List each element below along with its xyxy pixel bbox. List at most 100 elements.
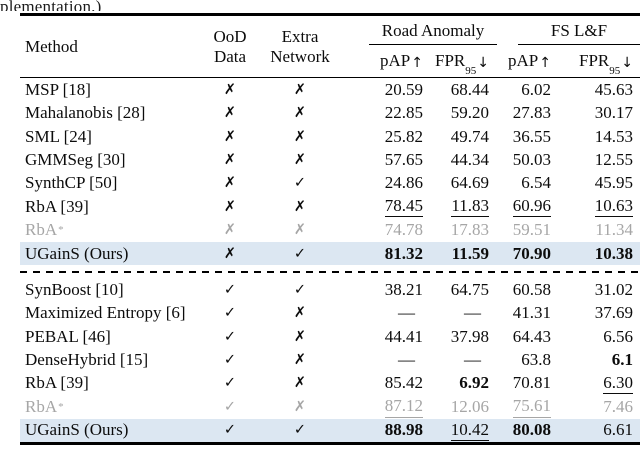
road-anomaly-fpr95-value: 17.83 — [450, 220, 489, 240]
cross-icon: ✗ — [223, 128, 237, 145]
road-anomaly-pap-value: 87.12 — [345, 395, 423, 418]
table-row: Mahalanobis [28] ✗ ✗ 22.85 59.20 27.83 3… — [20, 101, 640, 124]
cross-icon: ✗ — [223, 222, 237, 239]
cross-icon: ✗ — [223, 105, 237, 122]
cross-icon: ✗ — [293, 128, 307, 145]
road-anomaly-fpr95-value: 44.34 — [450, 149, 489, 169]
table-row: MSP [18] ✗ ✗ 20.59 68.44 6.02 45.63 — [20, 78, 640, 101]
table-row: SynthCP [50] ✗ ✓ 24.86 64.69 6.54 45.95 — [20, 172, 640, 195]
fs-lf-fpr95-value: 10.38 — [594, 243, 633, 263]
fs-lf-fpr95-value: 45.63 — [594, 79, 633, 99]
col-header-extra-network: Extra Network — [255, 18, 345, 76]
method-label: RbA — [25, 396, 58, 416]
road-anomaly-label: Road Anomaly — [381, 20, 485, 40]
road-anomaly-fpr95-value: 59.20 — [450, 103, 489, 123]
subheader-ra-pap: pAP ↑ — [345, 45, 423, 76]
subheader-ra-fpr95: FPR 95 ↓ — [435, 50, 489, 77]
extra-line2: Network — [270, 46, 330, 66]
check-icon: ✓ — [293, 281, 307, 298]
cross-icon: ✗ — [293, 105, 307, 122]
extra-line1: Extra — [281, 27, 319, 46]
method-cell: RbA [39] — [20, 195, 205, 218]
ood-line2: Data — [213, 46, 247, 66]
road-anomaly-pap-value: 88.98 — [384, 420, 423, 440]
fs-lf-pap-value: 6.54 — [521, 173, 551, 193]
fs-lf-fpr95-value: 30.17 — [594, 103, 633, 123]
section-divider — [20, 265, 640, 278]
up-arrow-icon: ↑ — [539, 54, 551, 71]
check-icon: ✓ — [223, 352, 237, 369]
road-anomaly-fpr95-value: — — [464, 303, 481, 323]
table-row: SynBoost [10] ✓ ✓ 38.21 64.75 60.58 31.0… — [20, 278, 640, 301]
method-label: DenseHybrid [15] — [25, 350, 149, 370]
fs-lf-pap-value: 63.8 — [521, 350, 551, 370]
fs-lf-pap-value: 41.31 — [512, 303, 551, 323]
table-body: MSP [18] ✗ ✗ 20.59 68.44 6.02 45.63 Maha… — [20, 78, 640, 442]
cross-icon: ✗ — [223, 245, 237, 262]
method-label: MSP [18] — [25, 79, 91, 99]
road-anomaly-pap-value: 44.41 — [384, 326, 423, 346]
method-cell: PEBAL [46] — [20, 325, 205, 348]
method-cell: GMMSeg [30] — [20, 148, 205, 171]
method-label: RbA — [25, 220, 58, 240]
cross-icon: ✗ — [293, 151, 307, 168]
fs-lf-fpr95-value: 10.63 — [551, 195, 633, 218]
road-anomaly-fpr95-value: 11.83 — [423, 195, 489, 218]
fs-lf-pap-value: 80.08 — [512, 420, 551, 440]
method-label: UGainS (Ours) — [25, 243, 129, 263]
col-header-ood-data: OoD Data — [205, 18, 255, 76]
cross-icon: ✗ — [223, 175, 237, 192]
method-cell: Mahalanobis [28] — [20, 101, 205, 124]
fpr-label: FPR — [579, 50, 610, 70]
road-anomaly-pap-value: 74.78 — [384, 220, 423, 240]
method-cell: RbA * — [25, 396, 64, 416]
method-label: GMMSeg [30] — [25, 149, 126, 169]
table-row: SML [24] ✗ ✗ 25.82 49.74 36.55 14.53 — [20, 125, 640, 148]
subheader-fs-pap: pAP ↑ — [508, 45, 551, 76]
method-cell: RbA [39] — [20, 372, 205, 395]
fs-lf-pap-value: 64.43 — [512, 326, 551, 346]
fs-lf-fpr95-value: 37.69 — [594, 303, 633, 323]
method-label: RbA [39] — [25, 373, 89, 393]
fs-lf-fpr95-value: 31.02 — [594, 279, 633, 299]
method-cell: UGainS (Ours) — [20, 242, 205, 265]
cross-icon: ✗ — [293, 305, 307, 322]
check-icon: ✓ — [223, 375, 237, 392]
road-anomaly-fpr95-value: 49.74 — [450, 126, 489, 146]
fs-lf-fpr95-value: 45.95 — [594, 173, 633, 193]
method-label: RbA [39] — [25, 196, 89, 216]
road-anomaly-fpr95-value: 68.44 — [450, 79, 489, 99]
method-cell: UGainS (Ours) — [20, 419, 205, 442]
road-anomaly-pap-value: 85.42 — [384, 373, 423, 393]
cross-icon: ✗ — [293, 222, 307, 239]
check-icon: ✓ — [293, 245, 307, 262]
road-anomaly-pap-value: 81.32 — [384, 243, 423, 263]
fs-lf-fpr95-value: 6.30 — [551, 372, 633, 395]
method-cell: RbA * — [25, 220, 64, 240]
method-cell: SML [24] — [20, 125, 205, 148]
road-anomaly-fpr95-value: — — [464, 350, 481, 370]
cross-icon: ✗ — [293, 81, 307, 98]
cross-icon: ✗ — [293, 352, 307, 369]
method-label: PEBAL [46] — [25, 326, 111, 346]
col-group-road-anomaly: Road Anomaly — [369, 18, 497, 45]
method-label: SynBoost [10] — [25, 279, 124, 299]
fs-lf-fpr95-value: 14.53 — [594, 126, 633, 146]
results-table: Method OoD Data Extra Network Road Anoma… — [20, 13, 640, 445]
table-row: UGainS (Ours) ✓ ✓ 88.98 10.42 80.08 6.61 — [20, 418, 640, 442]
pap-label: pAP — [508, 50, 539, 70]
road-anomaly-pap-value: 25.82 — [384, 126, 423, 146]
table-row: RbA [39] ✓ ✗ 85.42 6.92 70.81 6.30 — [20, 372, 640, 395]
fs-lf-fpr95-value: 6.56 — [603, 326, 633, 346]
fs-lf-pap-value: 27.83 — [512, 103, 551, 123]
road-anomaly-pap-value: 24.86 — [384, 173, 423, 193]
down-arrow-icon: ↓ — [621, 54, 633, 71]
road-anomaly-pap-value: — — [398, 350, 415, 370]
cross-icon: ✗ — [223, 151, 237, 168]
fs-lf-fpr95-value: 6.1 — [611, 350, 633, 370]
road-anomaly-pap-value: 57.65 — [384, 149, 423, 169]
fs-lf-pap-value: 6.02 — [521, 79, 551, 99]
method-label: Maximized Entropy [6] — [25, 303, 186, 323]
table-row: PEBAL [46] ✓ ✗ 44.41 37.98 64.43 6.56 — [20, 325, 640, 348]
